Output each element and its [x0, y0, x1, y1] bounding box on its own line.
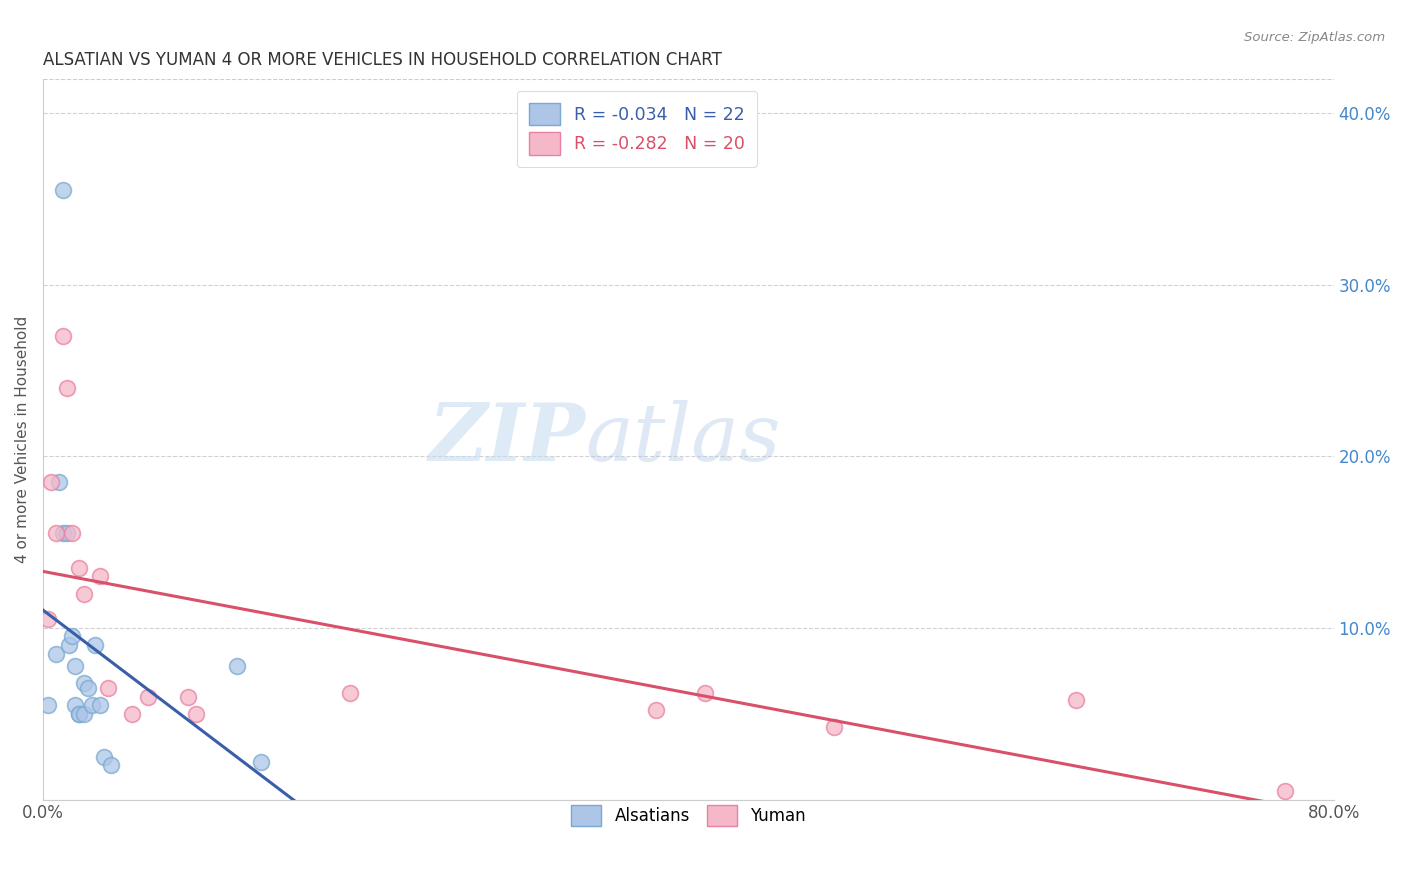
- Point: [67, 706, 90, 721]
- Point: [823, 721, 845, 735]
- Point: [121, 706, 143, 721]
- Point: [67, 706, 90, 721]
- Legend: Alsatians, Yuman: Alsatians, Yuman: [562, 797, 814, 834]
- Point: [77, 681, 100, 695]
- Point: [56, 526, 79, 541]
- Point: [693, 686, 716, 700]
- Point: [645, 703, 668, 717]
- Point: [60, 526, 83, 541]
- Point: [89, 698, 111, 712]
- Point: [58, 638, 80, 652]
- Point: [250, 755, 273, 769]
- Point: [45, 526, 67, 541]
- Point: [83, 638, 105, 652]
- Point: [51, 526, 73, 541]
- Point: [67, 561, 90, 575]
- Point: [51, 329, 73, 343]
- Point: [339, 686, 361, 700]
- Point: [72, 675, 94, 690]
- Point: [72, 706, 94, 721]
- Point: [48, 475, 70, 489]
- Point: [177, 690, 200, 704]
- Text: Source: ZipAtlas.com: Source: ZipAtlas.com: [1244, 31, 1385, 45]
- Point: [93, 749, 115, 764]
- Point: [45, 647, 67, 661]
- Point: [100, 758, 122, 772]
- Text: ALSATIAN VS YUMAN 4 OR MORE VEHICLES IN HOUSEHOLD CORRELATION CHART: ALSATIAN VS YUMAN 4 OR MORE VEHICLES IN …: [44, 51, 723, 69]
- Point: [1064, 693, 1087, 707]
- Point: [1274, 784, 1296, 798]
- Point: [225, 658, 247, 673]
- Point: [80, 698, 103, 712]
- Point: [51, 183, 73, 197]
- Point: [97, 681, 120, 695]
- Point: [89, 569, 111, 583]
- Point: [60, 630, 83, 644]
- Point: [39, 475, 62, 489]
- Text: ZIP: ZIP: [429, 401, 585, 478]
- Y-axis label: 4 or more Vehicles in Household: 4 or more Vehicles in Household: [15, 316, 30, 563]
- Point: [37, 698, 59, 712]
- Point: [65, 658, 87, 673]
- Point: [136, 690, 159, 704]
- Text: atlas: atlas: [585, 401, 780, 478]
- Point: [37, 612, 59, 626]
- Point: [72, 586, 94, 600]
- Point: [186, 706, 208, 721]
- Point: [65, 698, 87, 712]
- Point: [56, 380, 79, 394]
